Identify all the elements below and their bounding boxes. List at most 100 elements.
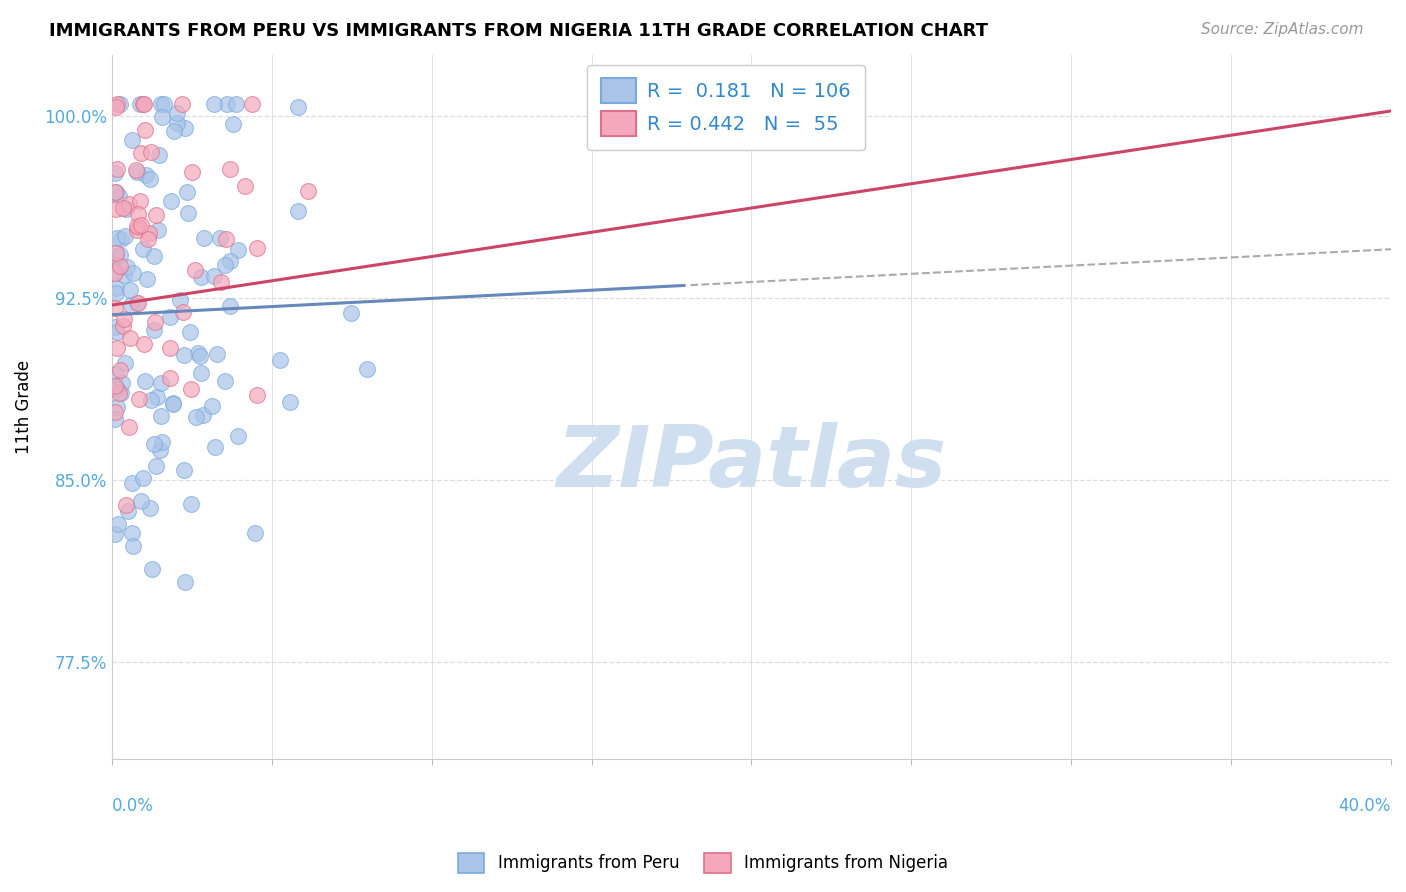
- Point: [129, 493, 152, 508]
- Point: [125, 219, 148, 234]
- Point: [184, 410, 207, 425]
- Point: [215, 96, 238, 111]
- Text: 40.0%: 40.0%: [1339, 797, 1391, 815]
- Point: [118, 331, 141, 345]
- Point: [146, 223, 169, 237]
- Point: [104, 264, 127, 278]
- Y-axis label: 11th Grade: 11th Grade: [15, 359, 32, 454]
- Point: [110, 232, 132, 246]
- Point: [287, 204, 309, 219]
- Point: [129, 219, 152, 233]
- Point: [145, 315, 167, 329]
- Point: [174, 574, 197, 589]
- Point: [105, 249, 128, 263]
- Point: [184, 262, 207, 277]
- Text: 0.0%: 0.0%: [112, 797, 153, 815]
- Point: [105, 231, 128, 245]
- Point: [120, 297, 142, 311]
- Point: [135, 168, 157, 182]
- Point: [104, 266, 127, 280]
- Point: [180, 497, 202, 511]
- Text: Source: ZipAtlas.com: Source: ZipAtlas.com: [1201, 22, 1364, 37]
- Point: [190, 269, 212, 284]
- Point: [287, 100, 309, 114]
- Point: [153, 96, 176, 111]
- Point: [222, 117, 245, 131]
- Point: [205, 347, 228, 361]
- Point: [149, 409, 172, 423]
- Point: [215, 232, 238, 246]
- Point: [104, 368, 127, 382]
- Point: [204, 96, 226, 111]
- Point: [356, 361, 378, 376]
- Point: [172, 96, 194, 111]
- Point: [243, 526, 266, 541]
- Point: [297, 184, 319, 198]
- Point: [139, 501, 162, 516]
- Point: [104, 166, 127, 180]
- Point: [111, 319, 134, 334]
- Point: [180, 382, 202, 396]
- Point: [107, 385, 129, 400]
- Point: [190, 367, 212, 381]
- Point: [177, 206, 200, 220]
- Text: IMMIGRANTS FROM PERU VS IMMIGRANTS FROM NIGERIA 11TH GRADE CORRELATION CHART: IMMIGRANTS FROM PERU VS IMMIGRANTS FROM …: [49, 22, 988, 40]
- Point: [131, 470, 153, 484]
- Point: [112, 268, 135, 282]
- Point: [129, 145, 152, 160]
- Point: [139, 172, 162, 186]
- Point: [176, 185, 198, 199]
- Point: [104, 185, 127, 199]
- Point: [115, 498, 138, 512]
- Point: [122, 539, 145, 553]
- Point: [226, 429, 249, 443]
- Point: [105, 162, 128, 177]
- Point: [190, 349, 212, 363]
- Point: [145, 459, 167, 474]
- Point: [128, 392, 150, 406]
- Point: [105, 326, 128, 340]
- Point: [163, 124, 186, 138]
- Point: [179, 325, 201, 339]
- Point: [108, 189, 131, 203]
- Point: [121, 525, 143, 540]
- Point: [159, 341, 181, 355]
- Point: [105, 341, 128, 355]
- Text: ZIPatlas: ZIPatlas: [557, 422, 946, 505]
- Point: [204, 440, 226, 454]
- Point: [146, 390, 169, 404]
- Point: [121, 133, 143, 147]
- Point: [219, 253, 242, 268]
- Point: [139, 145, 162, 159]
- Point: [110, 248, 132, 262]
- Legend: Immigrants from Peru, Immigrants from Nigeria: Immigrants from Peru, Immigrants from Ni…: [451, 847, 955, 880]
- Point: [125, 223, 148, 237]
- Point: [104, 320, 127, 334]
- Point: [214, 258, 236, 272]
- Point: [142, 323, 165, 337]
- Point: [112, 311, 135, 326]
- Point: [159, 310, 181, 324]
- Point: [128, 219, 150, 234]
- Point: [218, 299, 240, 313]
- Point: [166, 116, 188, 130]
- Point: [201, 400, 224, 414]
- Point: [125, 163, 148, 178]
- Point: [110, 386, 132, 401]
- Point: [160, 194, 183, 208]
- Point: [104, 202, 127, 216]
- Point: [117, 260, 139, 274]
- Point: [240, 96, 263, 111]
- Point: [172, 305, 194, 319]
- Point: [105, 281, 128, 295]
- Point: [142, 437, 165, 451]
- Point: [104, 286, 127, 301]
- Point: [208, 231, 231, 245]
- Point: [127, 207, 149, 221]
- Point: [121, 476, 143, 491]
- Point: [120, 283, 142, 297]
- Point: [150, 435, 173, 450]
- Point: [105, 400, 128, 414]
- Point: [105, 382, 128, 396]
- Point: [115, 202, 138, 216]
